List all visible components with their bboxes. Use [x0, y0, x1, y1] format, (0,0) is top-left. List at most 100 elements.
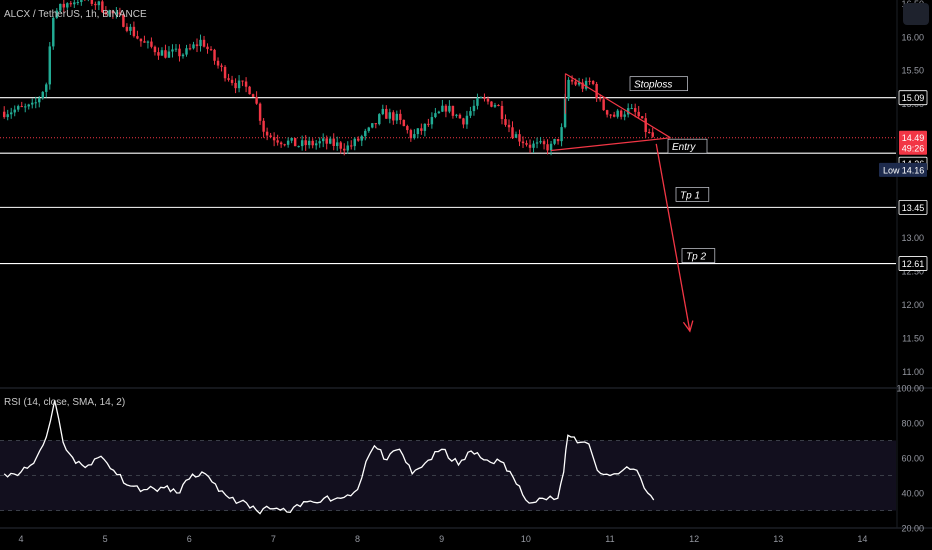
time-tick-label: 10 [521, 534, 531, 544]
price-tick-label: 11.50 [902, 333, 924, 343]
candle-body [427, 123, 430, 125]
candle-body [52, 17, 55, 47]
level-label-stoploss: Stoploss [634, 80, 672, 91]
candle-body [6, 114, 9, 118]
time-tick-label: 5 [103, 534, 108, 544]
rsi-tick-label: 20.00 [901, 524, 924, 534]
candle-body [430, 117, 434, 125]
candle-body [385, 108, 388, 119]
settings-button[interactable] [903, 3, 929, 25]
candle-body [9, 112, 13, 115]
candle-body [136, 36, 139, 39]
candle-body [567, 79, 570, 99]
candle-body [409, 130, 413, 139]
candle-body [420, 128, 423, 131]
candle-body [143, 41, 146, 43]
time-tick-label: 4 [19, 534, 24, 544]
time-tick-label: 7 [271, 534, 276, 544]
candle-body [371, 123, 374, 128]
candle-body [234, 82, 237, 89]
candle-body [300, 140, 304, 147]
time-tick-label: 11 [605, 534, 614, 544]
time-tick-label: 8 [355, 534, 360, 544]
price-tag-box-tp2 [898, 256, 928, 271]
candle-body [472, 105, 476, 112]
candle-body [290, 137, 293, 141]
candle-body [2, 111, 6, 118]
level-label-box-tp1 [675, 187, 710, 202]
candle-body [469, 111, 472, 116]
candle-body [448, 105, 451, 112]
candle-body [364, 130, 367, 137]
countdown-tag: 49:26 [902, 143, 925, 153]
candle-body [181, 54, 185, 57]
candle-body [125, 26, 129, 31]
rsi-tick-label: 100.00 [896, 384, 924, 394]
candle-body [13, 109, 16, 113]
candle-body [455, 114, 458, 116]
candle-body [279, 142, 283, 145]
candle-body [612, 114, 616, 117]
candle-body [462, 118, 465, 125]
price-tick-label: 12.50 [901, 266, 924, 276]
candle-body [402, 119, 406, 127]
candle-body [311, 140, 314, 146]
price-tick-label: 12.00 [901, 300, 924, 310]
candle-body [262, 120, 265, 132]
candle-body [73, 2, 76, 5]
candle-body [66, 3, 69, 8]
level-label-box-entry [667, 138, 708, 154]
candle-body [518, 134, 521, 142]
candle-body [237, 80, 241, 89]
candle-body [535, 142, 539, 144]
candle-body [223, 66, 227, 79]
candle-body [500, 105, 504, 120]
candle-body [486, 98, 490, 102]
candle-body [90, 0, 94, 4]
candle-body [97, 1, 101, 6]
candle-body [367, 127, 371, 131]
candle-body [336, 142, 339, 146]
candle-body [307, 140, 311, 146]
candle-body [399, 113, 402, 120]
candle-body [549, 143, 553, 151]
time-tick-label: 13 [773, 534, 783, 544]
candle-body [357, 138, 360, 141]
candle-body [265, 131, 269, 136]
candle-body [283, 144, 286, 146]
candle-body [94, 3, 97, 6]
candle-body [339, 142, 342, 149]
candle-body [321, 138, 325, 142]
rsi-title: RSI (14, close, SMA, 14, 2) [4, 397, 126, 408]
chart-title: ALCX / TetherUS, 1h, BINANCE [4, 9, 147, 20]
candle-body [584, 80, 588, 89]
candle-body [511, 127, 514, 138]
candle-body [381, 108, 385, 115]
current-price-tag: 14.49 [902, 133, 925, 143]
candle-body [178, 48, 181, 57]
level-label-tp2: Tp 2 [686, 252, 706, 263]
candle-body [27, 104, 30, 107]
candle-body [444, 105, 448, 112]
rsi-tick-label: 40.00 [901, 489, 924, 499]
candle-body [328, 138, 332, 144]
candle-body [651, 132, 654, 137]
candle-body [115, 12, 118, 14]
candle-body [171, 49, 174, 52]
rsi-line [3, 400, 655, 515]
candle-body [255, 96, 258, 104]
candle-body [139, 38, 143, 42]
candle-body [76, 2, 80, 4]
candle-body [605, 110, 609, 115]
candle-body [465, 115, 469, 125]
candle-body [458, 114, 462, 119]
candle-body [314, 143, 318, 146]
candle-body [206, 46, 209, 50]
candle-body [350, 145, 353, 147]
candle-body [353, 138, 356, 147]
time-tick-label: 9 [439, 534, 444, 544]
candle-body [167, 51, 171, 58]
candle-body [17, 106, 20, 110]
candle-body [38, 97, 41, 103]
